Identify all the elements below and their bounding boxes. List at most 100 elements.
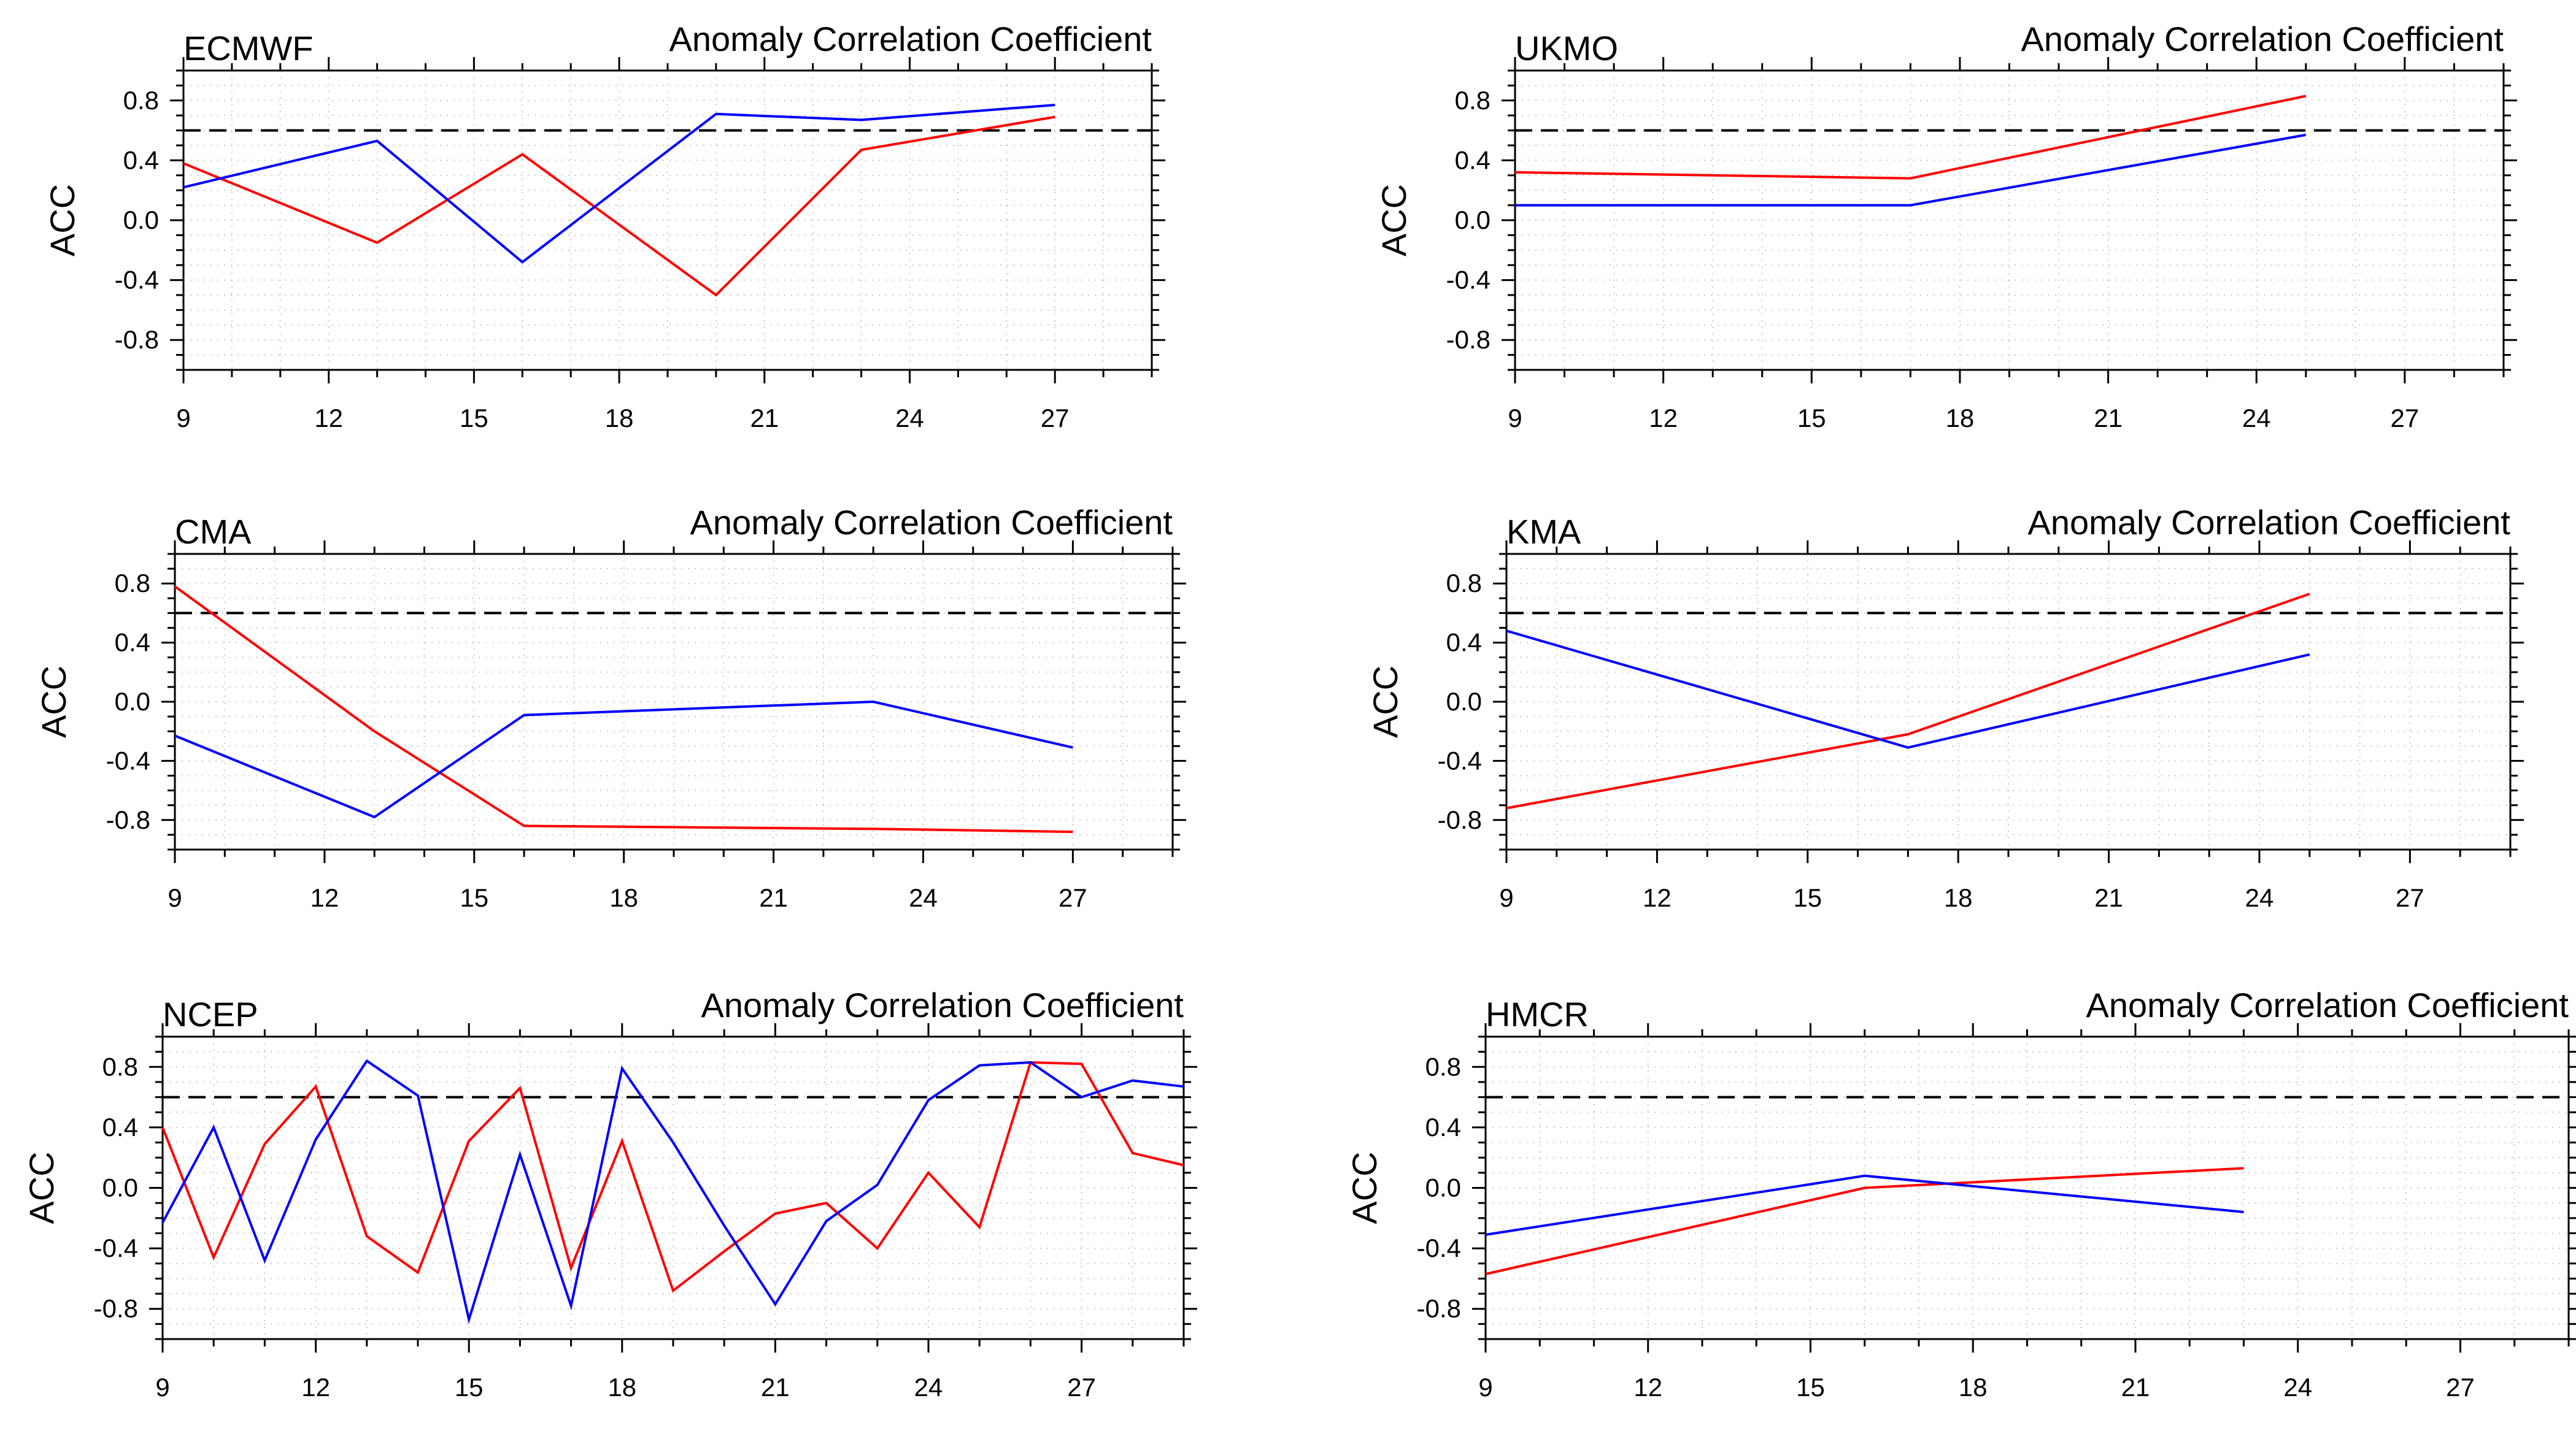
y-tick-label: 0.4 [102, 1113, 138, 1142]
panel-subtitle: Anomaly Correlation Coefficient [2028, 503, 2511, 542]
panel-ecmwf: -0.8 -0.4 0.0 0.4 0.8 9 12 15 18 21 24 27 ACC ECMWF An… [43, 20, 1165, 432]
x-tick-label: 24 [2283, 1373, 2312, 1402]
x-tick-label: 12 [310, 883, 339, 912]
plot-frame-kma [1505, 553, 2512, 851]
x-tick-label: 12 [314, 404, 343, 432]
x-tick-label: 21 [750, 404, 779, 432]
y-tick-label: -0.4 [94, 1234, 138, 1262]
x-tick-label: 21 [2094, 404, 2123, 432]
series-blue-ecmwf [183, 104, 1055, 264]
y-tick-label: 0.0 [1455, 205, 1490, 234]
y-tick-label: -0.8 [94, 1294, 138, 1323]
series-blue-kma [1506, 629, 2310, 749]
x-tick-label: 9 [155, 1373, 169, 1402]
ticks-ecmwf [170, 57, 1165, 383]
x-tick-label: 12 [301, 1373, 330, 1402]
y-tick-label: 0.8 [115, 569, 150, 597]
x-tick-label: 9 [176, 404, 190, 432]
x-tick-label: 18 [607, 1373, 636, 1402]
y-tick-label: -0.4 [115, 266, 159, 294]
x-tick-label: 24 [2242, 404, 2271, 432]
panel-subtitle: Anomaly Correlation Coefficient [2021, 20, 2504, 58]
y-axis-label: ACC [22, 1151, 61, 1224]
y-tick-label: 0.8 [102, 1052, 138, 1081]
x-tick-label: 15 [1797, 404, 1826, 432]
x-tick-label: 9 [1499, 883, 1513, 912]
grid-cma [175, 554, 1173, 850]
grid-ecmwf [183, 71, 1152, 370]
series-blue-ukmo [1515, 133, 2307, 207]
series-blue-hmcr [1485, 1174, 2244, 1236]
x-tick-label: 21 [761, 1373, 790, 1402]
y-tick-label: -0.8 [1417, 1294, 1461, 1323]
x-tick-label: 24 [914, 1373, 943, 1402]
x-tick-label: 12 [1649, 404, 1678, 432]
y-tick-label: -0.4 [1438, 746, 1482, 775]
x-tick-label: 24 [909, 883, 938, 912]
x-tick-label: 24 [895, 404, 924, 432]
grid-ukmo [1515, 71, 2504, 370]
panel-ncep: -0.8 -0.4 0.0 0.4 0.8 9 12 15 18 21 24 27 ACC NCEP Ano… [22, 986, 1197, 1402]
panel-hmcr: -0.8 -0.4 0.0 0.4 0.8 9 12 15 18 21 24 27 ACC HMCR Ano… [1345, 986, 2576, 1402]
y-tick-label: 0.8 [123, 86, 159, 115]
x-tick-label: 21 [759, 883, 788, 912]
y-tick-label: 0.4 [1425, 1113, 1461, 1142]
x-tick-label: 21 [2121, 1373, 2150, 1402]
panel-cma: -0.8 -0.4 0.0 0.4 0.8 9 12 15 18 21 24 27 ACC CMA Anom… [34, 503, 1186, 912]
y-tick-label: 0.0 [115, 687, 150, 716]
panel-title-hmcr: HMCR [1486, 995, 1589, 1034]
ticks-ncep [149, 1023, 1197, 1353]
x-tick-label: 9 [1478, 1373, 1492, 1402]
x-tick-label: 27 [1067, 1373, 1096, 1402]
series-red-ukmo [1514, 94, 2307, 180]
y-tick-label: 0.0 [1425, 1173, 1461, 1202]
y-tick-label: 0.8 [1425, 1052, 1461, 1081]
grid-kma [1506, 554, 2510, 850]
y-tick-label: 0.4 [115, 628, 150, 657]
y-axis-label: ACC [1345, 1151, 1384, 1224]
grid-ncep [163, 1037, 1184, 1339]
y-tick-label: 0.0 [1446, 687, 1482, 716]
series-red-ecmwf [183, 115, 1055, 297]
series-red-kma [1506, 593, 2310, 810]
panel-title-kma: KMA [1506, 512, 1581, 551]
x-tick-label: 27 [2396, 883, 2424, 912]
x-tick-label: 18 [609, 883, 638, 912]
x-tick-label: 27 [1059, 883, 1087, 912]
x-tick-label: 18 [1959, 1373, 1988, 1402]
series-blue-ncep [161, 1059, 1184, 1324]
x-tick-label: 18 [1946, 404, 1975, 432]
ticks-ukmo [1502, 57, 2517, 383]
series-red-ncep [161, 1061, 1184, 1293]
panel-subtitle: Anomaly Correlation Coefficient [669, 20, 1152, 58]
y-tick-label: 0.0 [102, 1173, 138, 1202]
x-tick-label: 18 [605, 404, 634, 432]
y-tick-label: -0.8 [1438, 805, 1482, 834]
x-tick-label: 15 [1796, 1373, 1825, 1402]
series-blue-cma [174, 700, 1073, 819]
panel-title-ukmo: UKMO [1515, 29, 1618, 67]
y-tick-label: 0.0 [123, 205, 159, 234]
panel-kma: -0.8 -0.4 0.0 0.4 0.8 9 12 15 18 21 24 27 ACC KMA Anom… [1366, 503, 2524, 912]
y-tick-label: -0.4 [1417, 1234, 1461, 1262]
y-tick-label: -0.8 [106, 805, 150, 834]
y-tick-label: -0.8 [1446, 325, 1490, 354]
y-tick-label: 0.8 [1455, 86, 1490, 115]
panel-subtitle: Anomaly Correlation Coefficient [2086, 986, 2569, 1024]
x-tick-label: 15 [1793, 883, 1822, 912]
y-tick-label: -0.8 [115, 325, 159, 354]
panel-title-ncep: NCEP [163, 995, 258, 1034]
x-tick-label: 24 [2245, 883, 2274, 912]
y-tick-label: 0.4 [1446, 628, 1482, 657]
x-tick-label: 12 [1643, 883, 1672, 912]
series-red-hmcr [1485, 1167, 2244, 1275]
x-tick-label: 15 [460, 404, 488, 432]
grid-hmcr [1486, 1037, 2569, 1339]
y-axis-label: ACC [34, 666, 73, 738]
y-tick-label: 0.4 [123, 145, 159, 174]
y-axis-label: ACC [1366, 666, 1405, 738]
ticks-cma [161, 540, 1186, 863]
ticks-hmcr [1472, 1023, 2576, 1353]
x-tick-label: 15 [455, 1373, 484, 1402]
x-tick-label: 12 [1633, 1373, 1662, 1402]
